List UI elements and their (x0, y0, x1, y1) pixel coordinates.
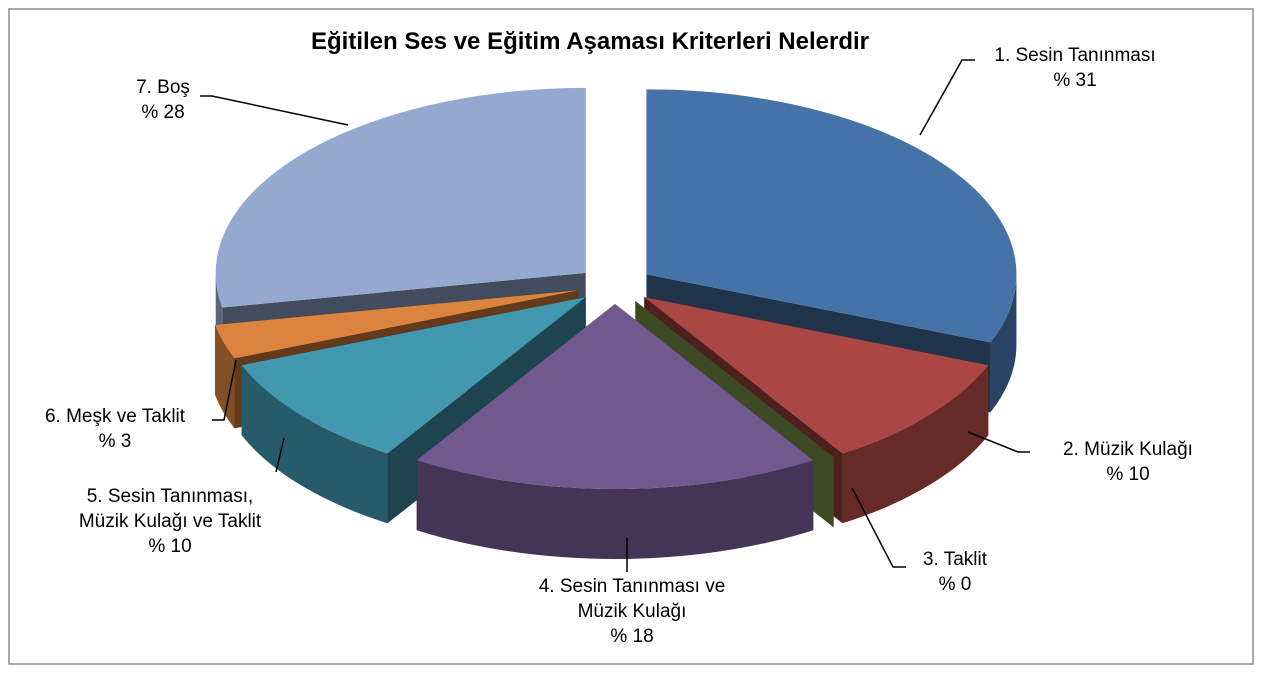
category-label: 3. Taklit (922, 549, 988, 570)
data-label: 6. Meşk ve Taklit % 3 (5, 404, 225, 454)
category-label: 7. Boş (136, 77, 190, 98)
leader-line (919, 59, 975, 136)
leader-line (851, 487, 906, 568)
value-label: % 0 (938, 574, 972, 595)
chart-title: Eğitilen Ses ve Eğitim Aşaması Kriterler… (311, 28, 869, 55)
slice-wall (241, 365, 388, 524)
category-label: 4. Sesin Tanınması ve Müzik Kulağı (538, 576, 726, 622)
category-label: 1. Sesin Tanınması (994, 45, 1156, 66)
data-label: 2. Müzik Kulağı % 10 (1018, 437, 1238, 487)
slice-wall (416, 460, 814, 560)
data-label: 5. Sesin Tanınması, Müzik Kulağı ve Takl… (63, 484, 278, 559)
slice (416, 304, 814, 489)
data-label: 1. Sesin Tanınması % 31 (945, 43, 1205, 93)
pie (215, 87, 1017, 560)
data-label: 4. Sesin Tanınması ve Müzik Kulağı % 18 (517, 574, 747, 649)
data-label: 7. Boş % 28 (83, 75, 243, 125)
value-label: % 3 (98, 431, 132, 452)
slice-wall (215, 324, 235, 429)
category-label: 6. Meşk ve Taklit (44, 406, 186, 427)
leader-line (212, 359, 237, 421)
leader-lines (200, 59, 1030, 572)
slice-wall (990, 274, 1017, 413)
leader-line (967, 431, 1030, 453)
value-label: % 10 (1106, 464, 1150, 485)
value-label: % 18 (610, 626, 654, 647)
slice (215, 290, 579, 359)
slice (241, 297, 586, 454)
slice (646, 89, 1017, 343)
slice (215, 87, 586, 308)
value-label: % 28 (141, 102, 185, 123)
slice-wall (842, 365, 989, 524)
data-label: 3. Taklit % 0 (865, 547, 1045, 597)
value-label: % 31 (1053, 70, 1097, 91)
category-label: 5. Sesin Tanınması, Müzik Kulağı ve Takl… (78, 486, 262, 532)
slice (644, 297, 989, 454)
value-label: % 10 (148, 536, 192, 557)
leader-line (275, 437, 285, 473)
leader-line (200, 95, 349, 126)
category-label: 2. Müzik Kulağı (1063, 439, 1193, 460)
